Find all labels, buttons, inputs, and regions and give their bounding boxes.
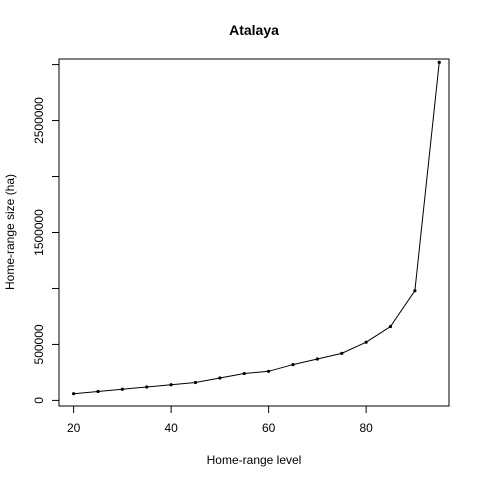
data-point	[242, 371, 246, 376]
series-group	[72, 60, 441, 396]
data-point	[218, 376, 222, 380]
y-axis-label: Home-range size (ha)	[3, 174, 17, 290]
data-point	[169, 383, 173, 387]
x-tick-label: 20	[67, 421, 81, 435]
x-tick-label: 60	[262, 421, 276, 435]
x-tick-label: 80	[359, 421, 373, 435]
data-point	[72, 392, 76, 396]
data-point	[193, 380, 198, 385]
data-point	[340, 351, 344, 355]
data-point	[315, 357, 319, 361]
data-point	[413, 289, 417, 293]
data-point	[145, 385, 149, 389]
data-point	[96, 389, 100, 394]
y-tick-label: 0	[32, 397, 46, 404]
x-axis: 20 40 60 80	[67, 406, 373, 435]
chart-title: Atalaya	[229, 22, 279, 38]
y-tick-label: 1500000	[32, 209, 46, 256]
data-point	[120, 387, 124, 391]
y-tick-label: 2500000	[32, 97, 46, 144]
data-point	[291, 362, 295, 367]
data-point	[437, 60, 441, 64]
x-tick-label: 40	[164, 421, 178, 435]
x-axis-label: Home-range level	[207, 453, 302, 467]
data-point	[267, 369, 271, 373]
data-point	[364, 340, 368, 344]
y-tick-label: 500000	[32, 324, 46, 364]
series-line	[73, 62, 440, 395]
y-axis: 0 500000 1500000 2500000	[32, 64, 59, 404]
data-point	[388, 324, 393, 329]
plot-area-border	[58, 58, 450, 407]
